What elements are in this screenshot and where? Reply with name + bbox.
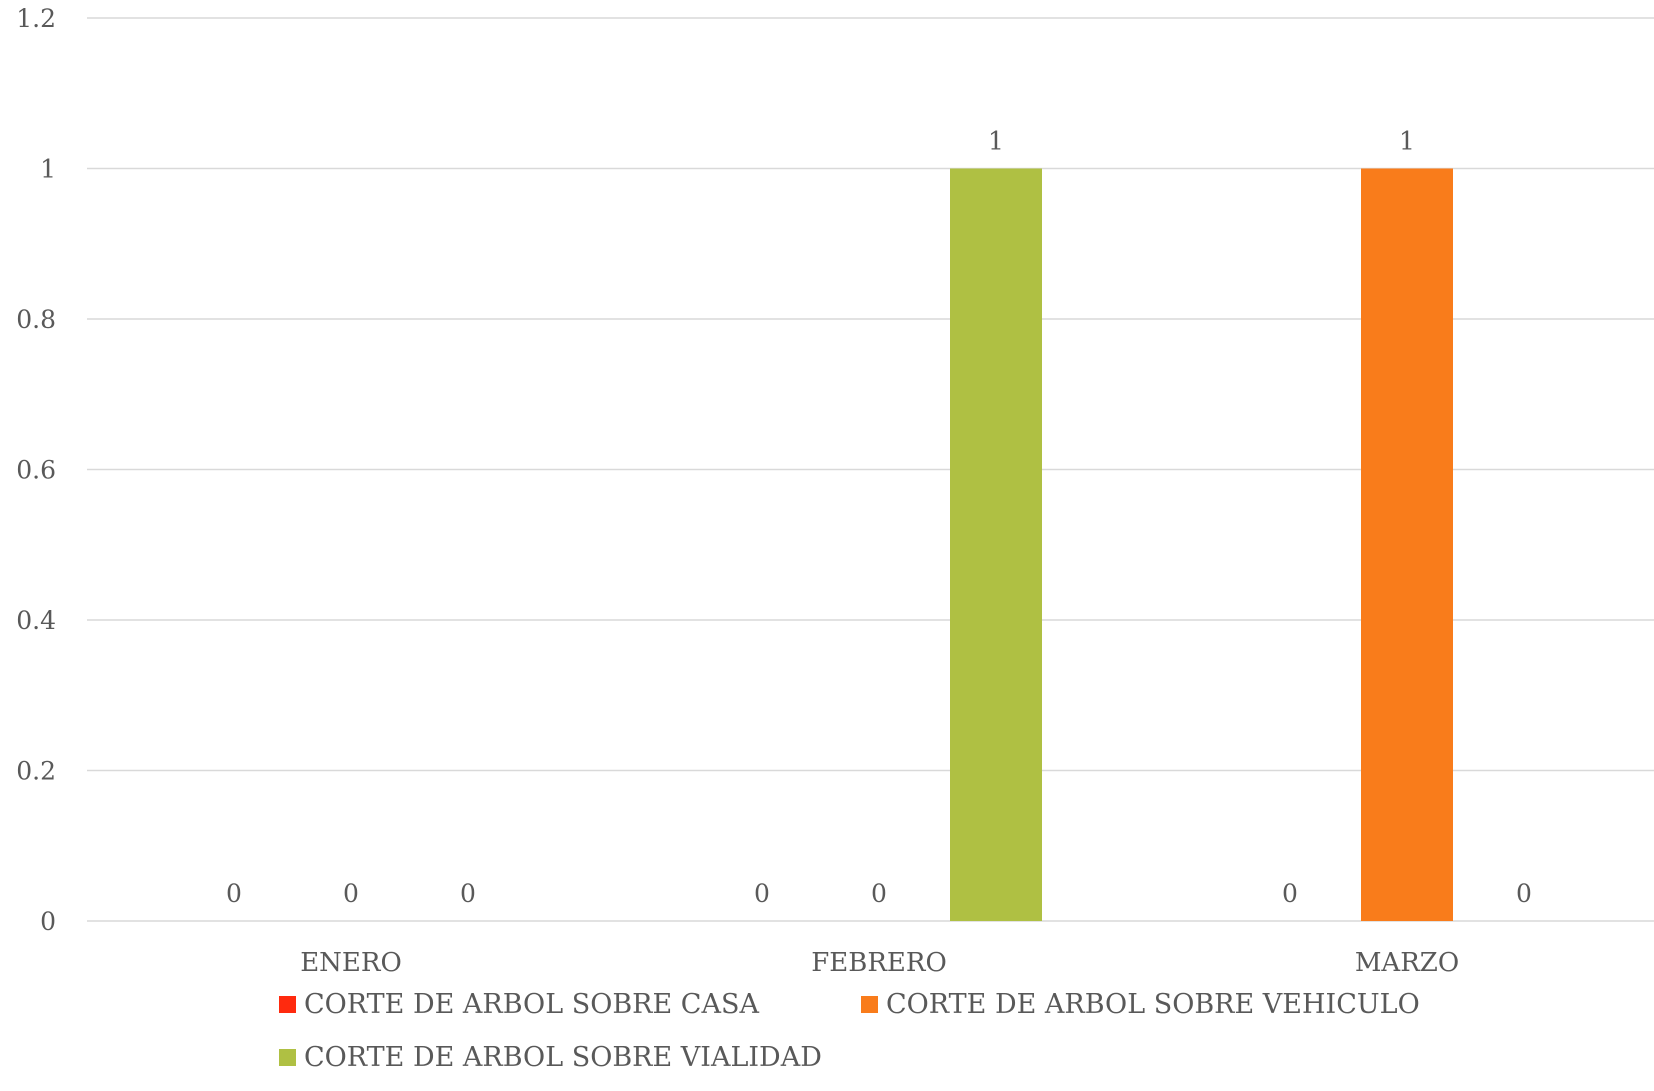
data-label-0-2: 0 xyxy=(460,879,476,908)
y-tick-label: 0.6 xyxy=(16,456,56,485)
y-axis-tick-labels: 0 0.2 0.4 0.6 0.8 1 1.2 xyxy=(16,4,56,936)
x-category-label: ENERO xyxy=(300,948,402,978)
legend-item-1: CORTE DE ARBOL SOBRE VEHICULO xyxy=(861,989,1420,1020)
legend-swatch xyxy=(861,996,878,1013)
data-label-1-1: 0 xyxy=(871,879,887,908)
data-label-2-1: 1 xyxy=(1399,127,1415,156)
legend: CORTE DE ARBOL SOBRE CASA CORTE DE ARBOL … xyxy=(279,989,1420,1073)
legend-label: CORTE DE ARBOL SOBRE CASA xyxy=(304,989,759,1020)
legend-swatch xyxy=(279,1049,296,1066)
data-label-2-0: 0 xyxy=(1282,879,1298,908)
y-tick-label: 0.2 xyxy=(16,757,56,786)
data-label-2-2: 0 xyxy=(1516,879,1532,908)
legend-label: CORTE DE ARBOL SOBRE VIALIDAD xyxy=(304,1042,822,1073)
x-category-label: FEBRERO xyxy=(811,948,947,978)
data-label-0-0: 0 xyxy=(226,879,242,908)
legend-item-2: CORTE DE ARBOL SOBRE VIALIDAD xyxy=(279,1042,822,1073)
y-tick-label: 1 xyxy=(40,155,56,184)
y-tick-label: 0.8 xyxy=(16,305,56,334)
bar-2-1 xyxy=(1361,168,1453,921)
legend-item-0: CORTE DE ARBOL SOBRE CASA xyxy=(279,989,759,1020)
data-label-1-2: 1 xyxy=(988,127,1004,156)
bar-1-2 xyxy=(950,168,1042,921)
y-tick-label: 0.4 xyxy=(16,606,56,635)
x-axis-category-labels: ENERO FEBRERO MARZO xyxy=(300,948,1459,978)
y-tick-label: 0 xyxy=(40,907,56,936)
data-labels: 0 0 0 0 0 1 0 1 0 xyxy=(226,127,1532,909)
bars xyxy=(950,168,1453,921)
y-tick-label: 1.2 xyxy=(16,4,56,33)
gridlines xyxy=(87,17,1654,922)
data-label-0-1: 0 xyxy=(343,879,359,908)
legend-label: CORTE DE ARBOL SOBRE VEHICULO xyxy=(886,989,1420,1020)
data-label-1-0: 0 xyxy=(754,879,770,908)
legend-swatch xyxy=(279,996,296,1013)
x-category-label: MARZO xyxy=(1355,948,1459,978)
